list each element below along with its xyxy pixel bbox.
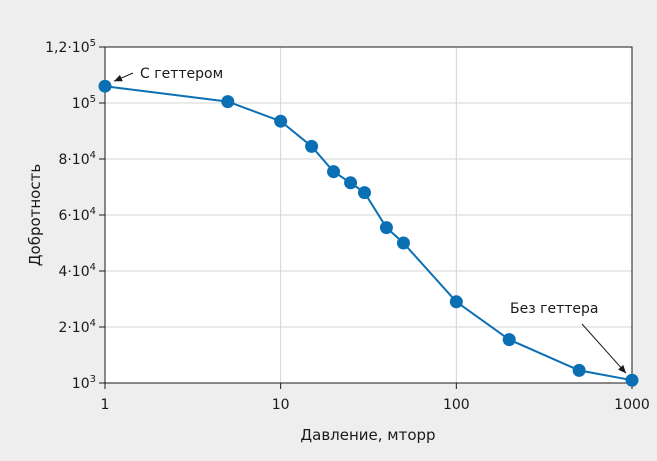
- annotation-with-getter-arrow-head: [114, 74, 123, 82]
- y-tick-label-base: 6·10: [58, 208, 89, 224]
- y-tick-label-exponent: 4: [90, 206, 96, 217]
- x-tick-label: 1: [101, 397, 110, 413]
- data-point: [344, 176, 358, 190]
- y-tick-label-exponent: 3: [90, 374, 96, 385]
- x-tick-label: 10: [272, 397, 290, 413]
- data-point: [327, 165, 341, 179]
- data-points: [98, 79, 639, 387]
- data-point: [305, 139, 319, 153]
- data-point: [274, 114, 288, 128]
- x-axis-title: Давление, мторр: [300, 426, 435, 444]
- y-tick-label: 8·104: [58, 150, 96, 168]
- y-tick-label-base: 10: [72, 376, 90, 392]
- y-tick-label: 4·104: [58, 262, 96, 280]
- annotation-without-getter-arrow-head: [618, 364, 626, 374]
- y-axis-title: Добротность: [26, 164, 44, 266]
- y-tick-label-base: 10: [72, 96, 90, 112]
- y-tick-label-base: 2·10: [58, 320, 89, 336]
- annotation-without-getter-arrow-line: [581, 323, 627, 374]
- x-axis-ticks: 1 10 100 1000: [101, 383, 650, 413]
- y-tick-label-exponent: 5: [90, 94, 96, 105]
- data-point: [572, 363, 586, 377]
- y-tick-label-exponent: 5: [90, 38, 96, 49]
- data-point: [379, 221, 393, 235]
- y-tick-label-base: 4·10: [58, 264, 89, 280]
- annotation-label-without-getter: Без геттера: [510, 301, 598, 317]
- annotations: С геттером Без геттера: [113, 66, 627, 374]
- y-tick-label: 103: [72, 374, 96, 392]
- data-point: [98, 79, 112, 93]
- y-tick-label-base: 8·10: [58, 152, 89, 168]
- y-tick-label-exponent: 4: [90, 150, 96, 161]
- y-tick-label-base: 1,2·10: [45, 40, 90, 56]
- data-point: [449, 295, 463, 309]
- x-tick-label: 100: [443, 397, 470, 413]
- data-point: [625, 373, 639, 387]
- data-point: [396, 236, 410, 250]
- data-point: [502, 333, 516, 347]
- y-tick-label: 6·104: [58, 206, 96, 224]
- x-tick-label: 1000: [614, 397, 650, 413]
- y-tick-label-exponent: 4: [90, 318, 96, 329]
- y-tick-label: 1,2·105: [45, 38, 96, 56]
- y-tick-label-exponent: 4: [90, 262, 96, 273]
- y-tick-label: 105: [72, 94, 96, 112]
- data-point: [221, 95, 235, 109]
- annotation-label-with-getter: С геттером: [140, 66, 223, 82]
- y-tick-label: 2·104: [58, 318, 96, 336]
- data-point: [357, 186, 371, 200]
